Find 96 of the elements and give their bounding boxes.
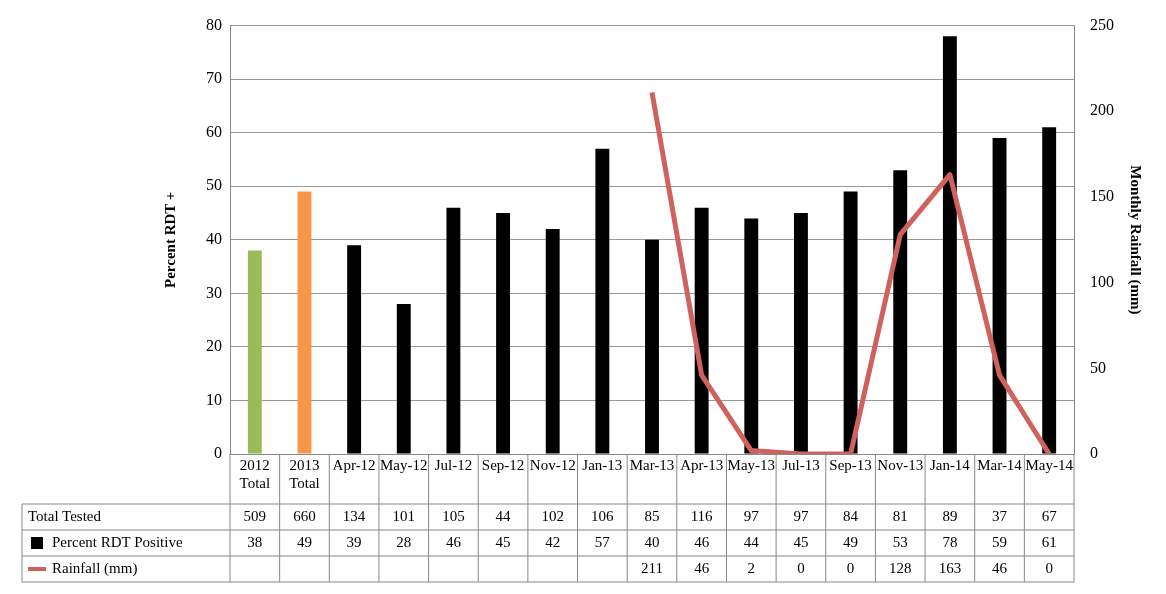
data-label: 40 — [644, 533, 660, 550]
text: 89 — [942, 507, 958, 524]
bar — [694, 207, 709, 454]
data-label: 57 — [594, 533, 611, 550]
y-tick-label: 60 — [206, 122, 222, 140]
y2-tick-label: 100 — [1090, 272, 1114, 290]
data-label: 59 — [992, 533, 1008, 550]
y-tick-label: 30 — [206, 283, 222, 301]
text: 81 — [892, 507, 908, 524]
bar — [744, 218, 759, 454]
y2-tick-label: 250 — [1090, 15, 1114, 33]
data-label: 46 — [694, 533, 710, 550]
text: 37 — [992, 507, 1008, 524]
bar — [297, 191, 312, 454]
legend-label: Percent RDT Positive — [52, 533, 183, 550]
x-tick-label: Mar-14 — [977, 456, 1023, 473]
x-tick-label: Sep-12 — [481, 456, 525, 473]
text: 134 — [342, 507, 366, 524]
data-label: 61 — [1041, 533, 1057, 550]
bar — [645, 239, 659, 454]
text: 67 — [1041, 507, 1058, 524]
x-tick-label: Jan-13 — [582, 456, 623, 473]
x-tick-label: May-13 — [727, 456, 776, 473]
text: 101 — [392, 507, 416, 524]
text: 660 — [293, 507, 316, 524]
bar — [1042, 127, 1057, 454]
text: 85 — [644, 507, 660, 524]
x-tick-label: Mar-13 — [629, 456, 675, 473]
data-label: 78 — [942, 533, 958, 550]
y-tick-label: 10 — [206, 390, 222, 408]
x-tick-label: Sep-13 — [829, 456, 872, 473]
data-label: 39 — [346, 533, 362, 550]
y-tick-label: 70 — [206, 69, 222, 87]
bar — [545, 229, 560, 454]
bar — [446, 207, 461, 454]
y2-tick-label: 150 — [1090, 187, 1114, 205]
x-tick-label: 2012 Total — [239, 456, 271, 491]
y-tick-label: 0 — [214, 444, 222, 462]
data-label: 46 — [694, 559, 710, 576]
x-tick-label: Apr-12 — [332, 456, 376, 473]
y2-tick-label: 50 — [1090, 358, 1106, 376]
data-label: 28 — [396, 533, 412, 550]
x-tick-label: 2013 Total — [289, 456, 320, 491]
x-tick-label: May-14 — [1025, 456, 1074, 473]
data-label: 45 — [495, 533, 511, 550]
data-label: 0 — [797, 559, 805, 576]
x-tick-label: May-12 — [380, 456, 428, 473]
y-tick-label: 20 — [206, 337, 222, 355]
bar — [893, 170, 908, 454]
data-label: 49 — [296, 533, 312, 550]
data-label: 0 — [1045, 559, 1053, 576]
x-tick-label: Nov-13 — [877, 456, 924, 473]
text: 97 — [743, 507, 760, 524]
legend-label: Rainfall (mm) — [52, 559, 138, 577]
text: 116 — [690, 507, 714, 524]
data-label: 42 — [545, 533, 561, 550]
bar — [396, 304, 411, 454]
data-label: 128 — [888, 559, 912, 576]
bar — [942, 36, 957, 454]
text: 106 — [591, 507, 615, 524]
data-label: 2 — [747, 559, 756, 576]
data-label: 46 — [992, 559, 1008, 576]
text: 509 — [243, 507, 267, 524]
data-label: 49 — [843, 533, 859, 550]
bar — [595, 148, 610, 454]
bar — [347, 245, 362, 454]
text: 44 — [495, 507, 512, 524]
bar — [496, 213, 511, 454]
y2-tick-label: 0 — [1090, 444, 1098, 462]
data-label: 0 — [846, 559, 855, 576]
y-tick-label: 50 — [206, 176, 222, 194]
text: 84 — [843, 507, 859, 524]
y2-axis-title: Monthly Rainfall (mm) — [1127, 165, 1145, 315]
text: 102 — [541, 507, 564, 524]
data-label: 46 — [445, 533, 462, 550]
data-label: 163 — [938, 559, 962, 576]
x-tick-label: Jul-13 — [782, 456, 820, 473]
y-tick-label: 80 — [206, 15, 222, 33]
x-tick-label: Nov-12 — [529, 456, 576, 473]
data-label: 38 — [247, 533, 263, 550]
x-tick-label: Jan-14 — [929, 456, 971, 473]
bar — [247, 250, 262, 454]
data-label: 53 — [892, 533, 908, 550]
y2-tick-label: 200 — [1090, 101, 1114, 119]
y-tick-label: 40 — [206, 230, 222, 247]
data-label: 211 — [641, 559, 663, 576]
y-axis-title: Percent RDT + — [161, 191, 178, 288]
text: 97 — [793, 507, 809, 524]
x-tick-label: Jul-12 — [434, 456, 473, 473]
bar — [793, 213, 808, 454]
text: Total Tested — [28, 507, 102, 524]
x-tick-label: Apr-13 — [680, 456, 724, 473]
data-label: 44 — [743, 533, 760, 550]
text: 105 — [442, 507, 465, 524]
data-label: 45 — [793, 533, 809, 550]
bar — [843, 191, 858, 454]
